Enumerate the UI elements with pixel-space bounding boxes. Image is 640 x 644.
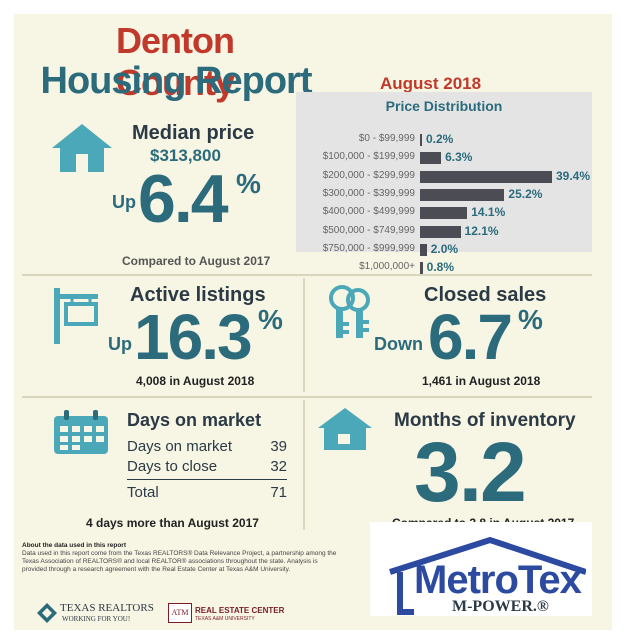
price-bar <box>420 225 461 238</box>
dom-note: 4 days more than August 2017 <box>86 516 259 530</box>
months-inventory-value: 3.2 <box>414 425 527 519</box>
real-estate-center-name: REAL ESTATE CENTER <box>195 606 285 615</box>
dom-total-label: Total <box>127 484 159 501</box>
price-range-label: $0 - $99,999 <box>358 133 415 144</box>
price-bar <box>420 188 505 201</box>
closed-note: 1,461 in August 2018 <box>422 374 541 388</box>
for-sale-sign-icon <box>54 288 98 344</box>
median-price-label: Median price <box>132 122 255 144</box>
closed-pct-sign: % <box>518 304 543 335</box>
house-icon <box>52 124 112 172</box>
house-small-icon <box>318 408 372 450</box>
metrotex-wordmark: MetroTex <box>414 558 582 603</box>
price-range-label: $1,000,000+ <box>359 261 415 273</box>
price-bar-value: 39.4% <box>556 168 591 183</box>
about-section: About the data used in this report Data … <box>22 542 342 574</box>
price-bar-value: 0.8% <box>426 260 455 275</box>
price-range-label: $750,000 - $999,999 <box>322 242 415 254</box>
median-comparison: Compared to August 2017 <box>122 254 271 268</box>
title-line1: Denton County <box>116 20 235 103</box>
title-line2: Housing Report <box>40 60 313 102</box>
price-distribution-row: $300,000 - $399,999 25.2% <box>296 187 592 203</box>
price-bar-value: 14.1% <box>471 205 506 220</box>
price-distribution-row: $1,000,000+ 0.8% <box>296 260 592 276</box>
price-bar <box>420 243 427 256</box>
median-price-value: $313,800 <box>150 146 221 165</box>
keys-icon <box>329 285 370 338</box>
divider <box>303 278 305 392</box>
total-divider <box>127 479 287 480</box>
about-heading: About the data used in this report <box>22 542 127 549</box>
texas-realtors-tag: WORKING FOR YOU! <box>62 615 131 623</box>
dom-row-name: Days to close <box>127 458 218 475</box>
active-pct-sign: % <box>258 304 283 335</box>
price-distribution-row: $200,000 - $299,999 39.4% <box>296 169 592 185</box>
closed-change: 6.7 <box>428 301 513 373</box>
price-bar-value: 12.1% <box>464 223 499 238</box>
active-note: 4,008 in August 2018 <box>136 374 255 388</box>
price-bar-value: 2.0% <box>430 241 459 256</box>
mpower-tagline: M-POWER.® <box>452 598 549 615</box>
price-range-label: $400,000 - $499,999 <box>322 206 415 218</box>
price-distribution-row: $100,000 - $199,999 6.3% <box>296 150 592 166</box>
price-range-label: $200,000 - $299,999 <box>322 169 415 181</box>
price-bar-value: 6.3% <box>445 150 473 165</box>
price-distribution-row: $0 - $99,999 0.2% <box>296 132 592 148</box>
active-change: 16.3 <box>134 301 253 373</box>
metrotex-text: MetroTex <box>414 558 582 602</box>
price-range-label: $100,000 - $199,999 <box>322 151 415 163</box>
price-bar <box>420 207 468 220</box>
days-on-market-label: Days on market <box>127 410 262 430</box>
price-bar <box>420 262 423 275</box>
dom-row-value: 39 <box>270 438 287 455</box>
report-month: August 2018 <box>380 74 482 93</box>
texas-realtors-name: TEXAS REALTORS <box>60 602 154 614</box>
metrotex-roof-icon <box>389 536 586 615</box>
divider <box>22 396 592 398</box>
months-inventory-label: Months of inventory <box>394 410 576 431</box>
active-listings-label: Active listings <box>130 284 266 306</box>
price-distribution-row: $750,000 - $999,999 2.0% <box>296 242 592 258</box>
median-pct-sign: % <box>236 168 261 199</box>
closed-direction: Down <box>374 334 423 354</box>
price-distribution-title: Price Distribution <box>385 98 503 114</box>
price-distribution-row: $400,000 - $499,999 14.1% <box>296 205 592 221</box>
texas-realtors-logo-icon <box>37 603 57 623</box>
divider <box>303 400 305 530</box>
dom-row-value: 32 <box>270 458 287 475</box>
price-bar-value: 0.2% <box>426 132 454 146</box>
price-bar <box>420 134 422 146</box>
dom-row-name: Days on market <box>127 438 233 455</box>
price-range-label: $500,000 - $749,999 <box>322 224 415 236</box>
calendar-icon <box>54 410 108 454</box>
real-estate-center-sub: TEXAS A&M UNIVERSITY <box>195 616 255 622</box>
median-direction: Up <box>112 192 136 212</box>
dom-row-close: Days to close 32 <box>127 458 287 475</box>
active-direction: Up <box>108 334 132 354</box>
median-change: 6.4 <box>138 161 229 237</box>
closed-sales-label: Closed sales <box>424 284 547 306</box>
price-distribution-row: $500,000 - $749,999 12.1% <box>296 224 592 240</box>
price-range-label: $300,000 - $399,999 <box>322 187 415 199</box>
divider <box>22 274 592 276</box>
price-bar <box>420 152 442 165</box>
price-bar <box>420 170 552 183</box>
dom-row-total: Total 71 <box>127 484 287 501</box>
price-bar-value: 25.2% <box>508 186 543 201</box>
dom-row-market: Days on market 39 <box>127 438 287 455</box>
about-text: Data used in this report come from the T… <box>22 550 337 573</box>
texas-am-logo: ATM <box>168 603 192 623</box>
dom-total-value: 71 <box>270 484 287 501</box>
